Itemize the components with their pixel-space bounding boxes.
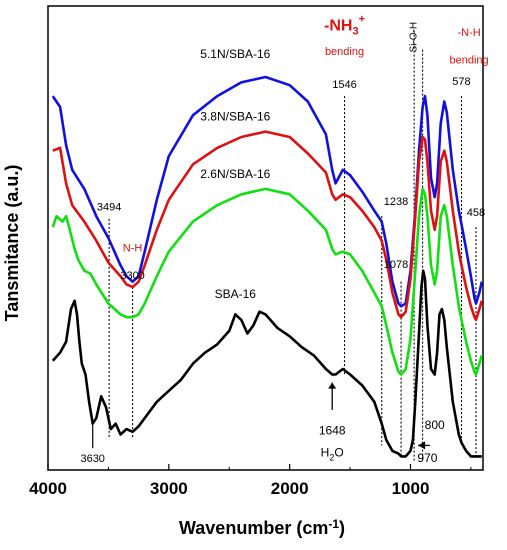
- reference-lines: [109, 31, 476, 462]
- series-line-sba-16: [53, 271, 482, 457]
- si-o-h-label: Si-O-H: [409, 22, 420, 53]
- series-label: 3.8N/SBA-16: [200, 110, 270, 124]
- y-axis-title: Tansmitance (a.u.): [2, 165, 22, 322]
- annotation-label: 3300: [120, 270, 144, 282]
- series-label: 5.1N/SBA-16: [200, 47, 270, 61]
- nh3-label: -NH3+: [324, 14, 365, 38]
- annotation-label: 800: [425, 418, 445, 432]
- spectra-series: [53, 77, 482, 456]
- annotation-label: 1546: [332, 79, 356, 91]
- series-label: 2.6N/SBA-16: [200, 167, 270, 181]
- x-tick-label: 3000: [150, 479, 188, 498]
- annotation-label: 458: [467, 207, 485, 219]
- x-tick-label: 1000: [392, 479, 430, 498]
- annotation-label: bending: [450, 54, 489, 66]
- x-axis-ticks: 4000 3000 2000 1000: [29, 464, 471, 498]
- annotation-label: -N-H: [457, 27, 480, 39]
- x-tick-label: 4000: [29, 479, 67, 498]
- annotation-label: N-H: [123, 243, 143, 255]
- annotation-label: 3494: [97, 202, 121, 214]
- h2o-label: H2O: [321, 445, 344, 462]
- arrow-970-head: [418, 441, 425, 449]
- arrow-1648-head: [328, 383, 336, 389]
- x-tick-label: 2000: [271, 479, 309, 498]
- annotations: 3494 N-H 3300 1546 1238 1078 578 458 3630 1648 800…: [80, 14, 488, 465]
- annotation-label: 1648: [319, 424, 346, 438]
- series-label: SBA-16: [215, 287, 257, 301]
- x-axis-title: Wavenumber (cm-1): [179, 517, 345, 538]
- annotation-label: 1078: [384, 259, 408, 271]
- annotation-label: 970: [417, 451, 437, 465]
- annotation-label: 1238: [384, 196, 408, 208]
- annotation-label: 3630: [80, 453, 104, 465]
- annotation-label: 578: [452, 76, 470, 88]
- annotation-label: bending: [325, 46, 364, 58]
